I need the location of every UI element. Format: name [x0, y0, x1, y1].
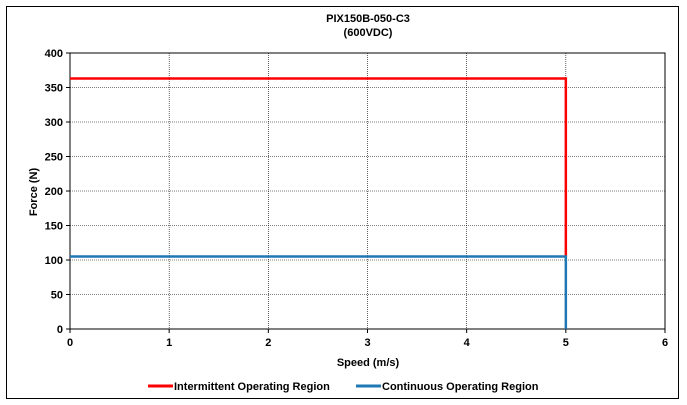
x-axis-label: Speed (m/s)	[337, 357, 400, 369]
y-tick-label: 100	[45, 255, 63, 267]
series-line-continuous	[70, 255, 568, 329]
y-tick-label: 300	[45, 117, 63, 129]
y-tick-label: 250	[45, 152, 63, 164]
y-axis-label: Force (N)	[28, 168, 40, 217]
x-tick-label: 4	[464, 337, 471, 349]
y-tick-label: 0	[57, 324, 63, 336]
x-tick-label: 0	[67, 337, 73, 349]
y-tick-label: 350	[45, 83, 63, 95]
x-tick-label: 2	[265, 337, 271, 349]
legend-label-continuous: Continuous Operating Region	[382, 381, 539, 393]
chart-subtitle: (600VDC)	[344, 27, 393, 39]
tick-labels: 0 50 100 150 200 250 300 350 400 0 1 2 3 4 5 6	[45, 48, 668, 349]
grid-lines	[70, 53, 665, 329]
legend: Intermittent Operating Region Continuous…	[148, 381, 539, 393]
x-tick-label: 6	[662, 337, 668, 349]
chart-title: PIX150B-050-C3	[326, 13, 410, 25]
y-tick-label: 400	[45, 48, 63, 60]
x-tick-label: 3	[364, 337, 370, 349]
y-tick-label: 200	[45, 186, 63, 198]
series-line-intermittent	[70, 77, 568, 257]
y-tick-label: 50	[51, 290, 63, 302]
y-tick-label: 150	[45, 221, 63, 233]
legend-label-intermittent: Intermittent Operating Region	[174, 381, 330, 393]
x-tick-label: 5	[563, 337, 569, 349]
series-layer	[70, 77, 568, 329]
x-tick-label: 1	[166, 337, 172, 349]
